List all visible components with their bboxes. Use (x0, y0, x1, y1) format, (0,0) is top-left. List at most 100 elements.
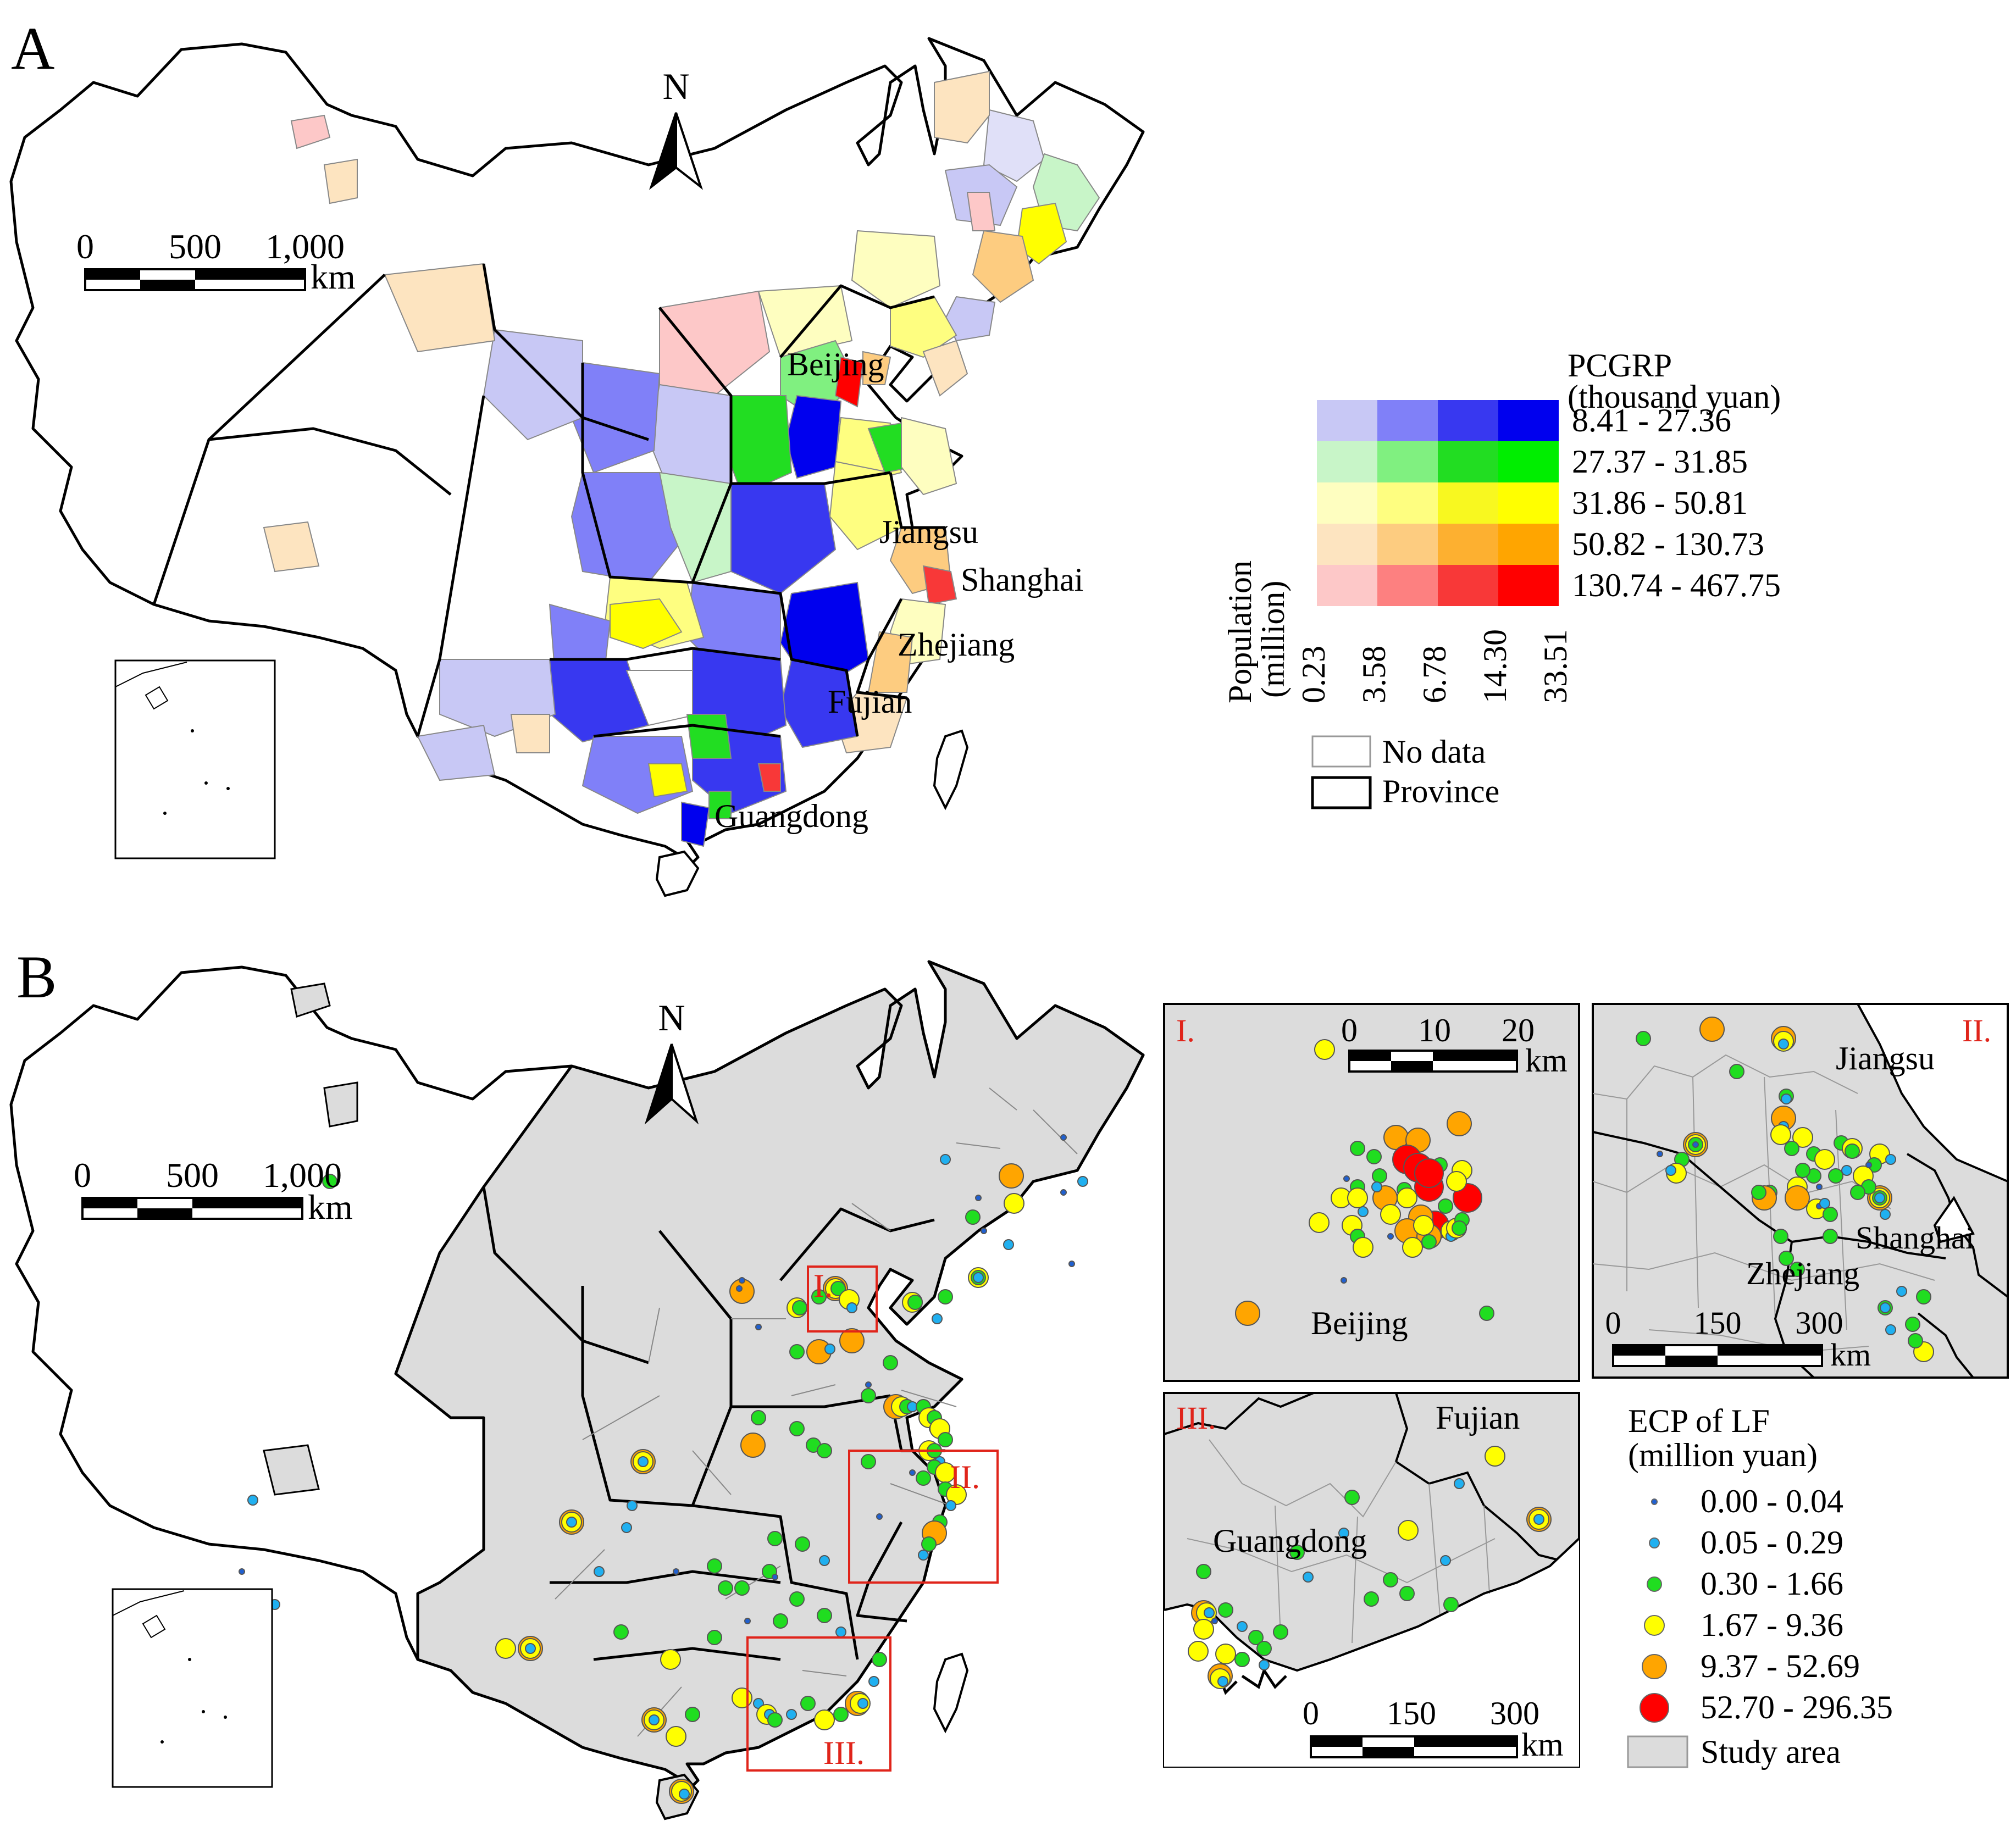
province-label: Province (1382, 773, 1499, 809)
lf-point (1781, 1093, 1792, 1104)
lf-point (1060, 1134, 1067, 1141)
lf-point (773, 1613, 788, 1629)
legend-b-title1: ECP of LF (1628, 1403, 1770, 1439)
label-jiangsu-a: Jiangsu (879, 514, 978, 550)
no-data-swatch (1311, 735, 1371, 768)
lf-point (830, 1281, 846, 1296)
lf-point (835, 1626, 846, 1637)
province-boundaries-a (152, 263, 945, 738)
lf-point (1402, 1237, 1423, 1258)
lf-point (1905, 1317, 1920, 1332)
lf-point (1850, 1185, 1865, 1200)
lf-point (1399, 1586, 1415, 1601)
lf-point (1259, 1659, 1270, 1670)
lf-point (1371, 1181, 1382, 1192)
lf-point (1347, 1187, 1368, 1208)
lf-point (1452, 1220, 1467, 1236)
lf-point (1353, 1237, 1373, 1258)
ecp-class-6: 52.70 - 296.35 (1701, 1689, 1893, 1725)
lf-point (921, 1536, 937, 1552)
lf-point (740, 1433, 766, 1458)
lf-point (1485, 1446, 1505, 1467)
lf-point (649, 1714, 660, 1725)
lf-point (1060, 1189, 1067, 1196)
lf-point (1303, 1572, 1314, 1583)
lf-point (909, 1469, 916, 1476)
lf-point (707, 1630, 722, 1645)
lf-points-main (239, 1134, 1088, 1804)
lf-point (814, 1709, 835, 1730)
legend-symbol (1642, 1654, 1667, 1679)
lf-point (1751, 1185, 1766, 1200)
lf-point (1188, 1641, 1209, 1662)
inset-II-numeral: II. (1962, 1013, 1991, 1048)
lf-point (1237, 1621, 1248, 1632)
lf-point (1865, 1162, 1872, 1168)
lf-point (940, 1154, 951, 1165)
lf-point (322, 1174, 337, 1189)
lf-point (868, 1676, 879, 1687)
scale-b-unit: km (308, 1187, 353, 1226)
lf-point (883, 1355, 898, 1370)
box-label-1: I. (813, 1268, 833, 1304)
legend-cell (1377, 565, 1438, 606)
lf-point (1341, 1277, 1347, 1284)
lf-point (839, 1328, 865, 1353)
north-label-b: N (658, 997, 685, 1039)
pop-break-2: 3.58 (1356, 646, 1392, 703)
lf-point (1366, 1149, 1382, 1164)
north-arrow-a: N (649, 65, 703, 190)
inset-III-fujian: Fujian (1436, 1400, 1520, 1436)
lf-point (1792, 1127, 1813, 1148)
legend-b: ECP of LF (million yuan) 0.00 - 0.04 0.0… (1627, 1403, 1893, 1770)
lf-point (1814, 1149, 1835, 1170)
inset-III-scale-t2: 300 (1490, 1695, 1539, 1731)
inset-II-scale-t1: 150 (1694, 1305, 1742, 1341)
lf-point (1289, 1545, 1305, 1560)
legend-symbol (1651, 1498, 1658, 1505)
lf-point (744, 1618, 751, 1624)
lf-point (1193, 1619, 1214, 1640)
lf-point (1446, 1171, 1467, 1192)
lf-point (1823, 1229, 1838, 1244)
lf-point (1908, 1333, 1923, 1348)
lf-point (1343, 1175, 1350, 1182)
lf-point (932, 1313, 943, 1324)
inset-I-city: Beijing (1311, 1305, 1408, 1341)
legend-symbol (1649, 1537, 1660, 1548)
lf-point (1874, 1192, 1885, 1203)
lf-point (1841, 1165, 1852, 1176)
prefecture-fills-a (263, 70, 1100, 847)
scale-a-t1: 500 (169, 227, 221, 266)
prefecture-lines-b (555, 1087, 1078, 1737)
pop-break-4: 14.30 (1477, 629, 1513, 703)
ecp-class-3: 0.30 - 1.66 (1701, 1566, 1843, 1602)
legend-cell (1438, 524, 1498, 565)
lf-point (1215, 1644, 1236, 1664)
lf-point (772, 1574, 778, 1580)
inset-II-scale-t0: 0 (1605, 1305, 1621, 1341)
lf-point (718, 1580, 733, 1596)
lf-point (638, 1456, 649, 1467)
legend-cell (1438, 441, 1498, 482)
legend-cell (1317, 400, 1377, 441)
lf-point (817, 1608, 832, 1623)
panel-b-label: B (16, 943, 57, 1011)
panel-a: A (9, 15, 1781, 897)
lf-point (1665, 1165, 1676, 1176)
study-area-label: Study area (1701, 1734, 1841, 1770)
lf-point (1636, 1031, 1651, 1046)
lf-point (1454, 1478, 1465, 1489)
inset-III-scale-t0: 0 (1303, 1695, 1319, 1731)
legend-a-title1: PCGRP (1568, 347, 1672, 384)
lf-point (1896, 1286, 1907, 1297)
lf-point (1784, 1141, 1799, 1156)
lf-point (946, 1484, 967, 1505)
lf-point (495, 1638, 516, 1659)
lf-point (824, 1344, 835, 1355)
pcgrp-class-5: 130.74 - 467.75 (1572, 567, 1781, 603)
lf-point (247, 1495, 258, 1506)
ecp-class-1: 0.00 - 0.04 (1701, 1483, 1843, 1519)
population-title2: (million) (1255, 581, 1291, 698)
lf-point (1077, 1176, 1088, 1187)
